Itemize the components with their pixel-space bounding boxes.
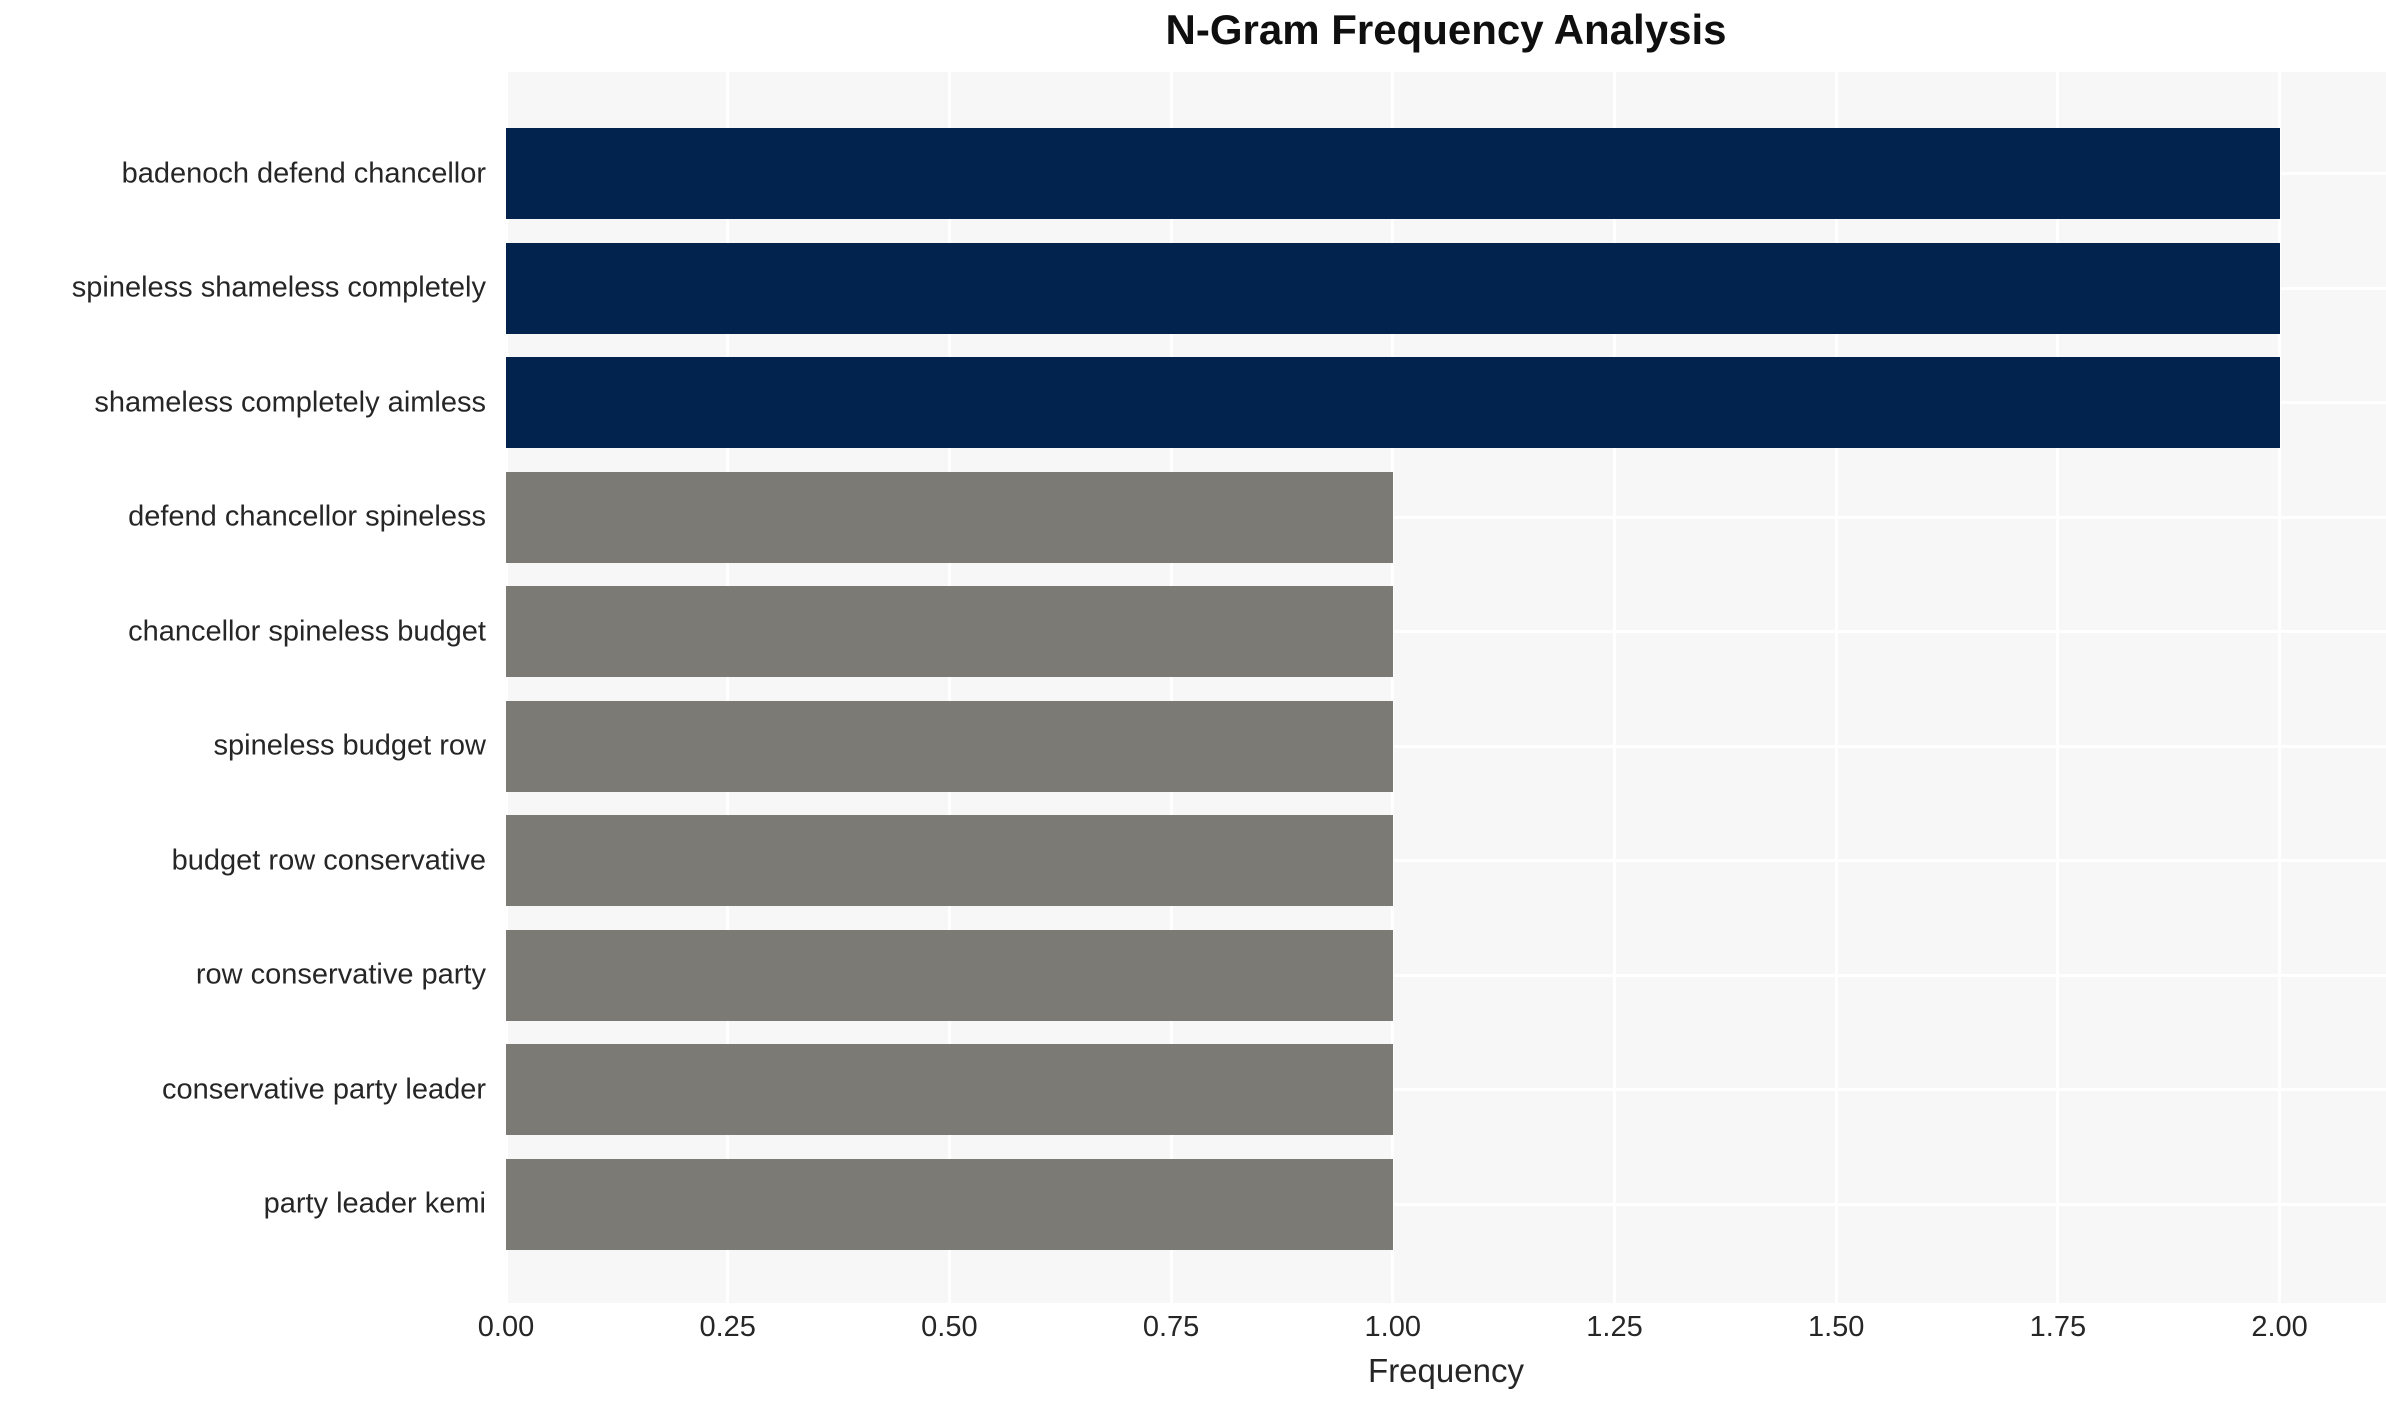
- bar: [506, 357, 2280, 448]
- x-tick-label: 1.00: [1364, 1311, 1422, 1343]
- x-tick-label: 0.75: [1142, 1311, 1200, 1343]
- x-tick-label: 0.00: [477, 1311, 535, 1343]
- y-category-label: party leader kemi: [263, 1187, 486, 1220]
- y-category-label: chancellor spineless budget: [128, 615, 486, 647]
- vertical-gridline: [1391, 72, 1395, 1303]
- horizontal-gridline: [506, 1202, 2386, 1206]
- y-category-label: shameless completely aimless: [94, 386, 486, 418]
- y-category-label: badenoch defend chancellor: [121, 157, 486, 189]
- y-category-label: defend chancellor spineless: [128, 500, 486, 533]
- x-axis-title: Frequency: [1368, 1352, 1524, 1389]
- vertical-gridline: [2278, 72, 2282, 1303]
- x-axis-ticks: 0.00 0.25 0.50 0.75 1.00 1.25 1.50 1.75 2.00: [478, 1311, 2386, 1351]
- y-category-label: spineless budget row: [213, 729, 486, 762]
- x-tick-label: 0.25: [699, 1311, 756, 1343]
- bar: [506, 242, 2280, 334]
- horizontal-gridline: [506, 630, 2386, 633]
- x-tick-label: 1.25: [1586, 1311, 1643, 1343]
- x-tick-label: 0.50: [921, 1311, 978, 1343]
- vertical-gridline: [1612, 72, 1616, 1303]
- horizontal-gridline: [506, 515, 2386, 519]
- bar: [506, 1044, 1393, 1135]
- x-tick-label: 1.75: [2029, 1311, 2087, 1343]
- chart-title: N-Gram Frequency Analysis: [1165, 6, 1727, 53]
- vertical-gridline: [504, 72, 508, 1303]
- bar: [506, 1158, 1393, 1250]
- horizontal-gridline: [506, 973, 2386, 977]
- plot-area: [504, 72, 2386, 1303]
- y-category-label: budget row conservative: [171, 844, 486, 876]
- horizontal-gridline: [506, 859, 2386, 862]
- vertical-gridline: [2056, 72, 2060, 1303]
- y-category-label: row conservative party: [195, 958, 486, 991]
- bar: [506, 700, 1393, 792]
- y-category-label: conservative party leader: [162, 1073, 486, 1105]
- vertical-gridline: [726, 72, 730, 1303]
- bar: [506, 128, 2280, 219]
- bar: [506, 586, 1393, 677]
- horizontal-gridline: [506, 744, 2386, 748]
- horizontal-gridline: [506, 1088, 2386, 1091]
- bar: [506, 929, 1393, 1021]
- x-tick-label: 2.00: [2251, 1311, 2308, 1343]
- y-axis-labels: badenoch defend chancellor spineless sham…: [0, 72, 496, 1303]
- vertical-gridline: [947, 72, 951, 1303]
- bar: [506, 815, 1393, 906]
- x-tick-label: 1.50: [1807, 1311, 1865, 1343]
- vertical-gridline: [1169, 72, 1173, 1303]
- bar: [506, 471, 1393, 563]
- y-category-label: spineless shameless completely: [71, 271, 486, 304]
- vertical-gridline: [1834, 72, 1838, 1303]
